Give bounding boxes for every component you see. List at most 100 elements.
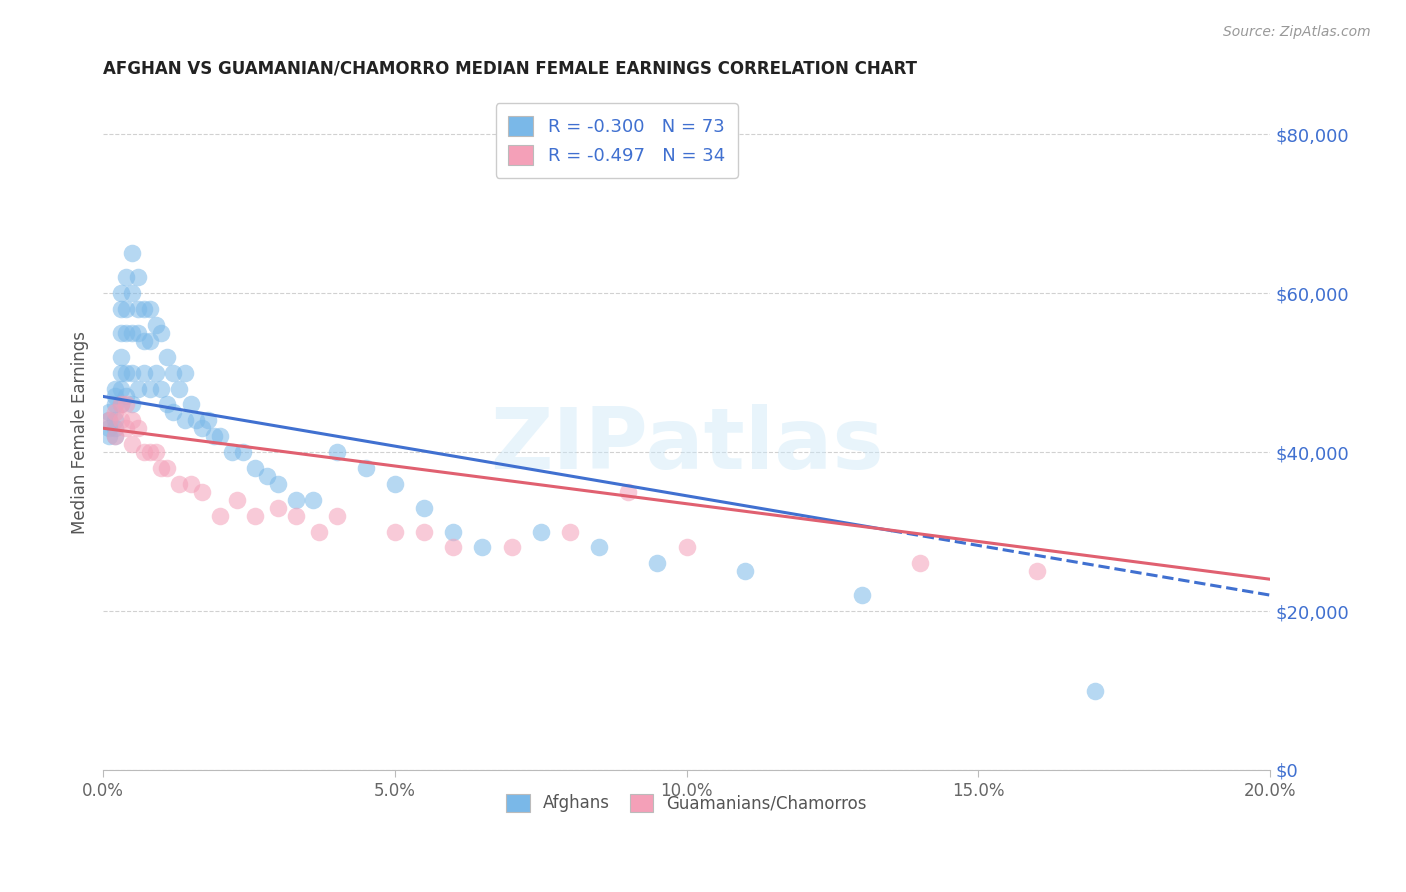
Point: [121, 413, 143, 427]
Point: [145, 318, 167, 332]
Point: [197, 413, 219, 427]
Point: [115, 389, 138, 403]
Point: [110, 397, 132, 411]
Text: ZIPatlas: ZIPatlas: [489, 404, 883, 487]
Point: [267, 476, 290, 491]
Point: [226, 492, 249, 507]
Point: [675, 541, 697, 555]
Point: [104, 429, 127, 443]
Point: [121, 437, 143, 451]
Point: [186, 413, 208, 427]
Point: [110, 350, 132, 364]
Point: [162, 366, 184, 380]
Point: [232, 445, 254, 459]
Point: [104, 429, 127, 443]
Point: [127, 326, 149, 340]
Point: [97, 429, 120, 443]
Point: [156, 461, 179, 475]
Point: [558, 524, 581, 539]
Point: [110, 397, 132, 411]
Point: [110, 301, 132, 316]
Point: [208, 429, 231, 443]
Point: [441, 541, 464, 555]
Point: [530, 524, 553, 539]
Point: [1025, 564, 1047, 578]
Point: [139, 334, 162, 348]
Point: [180, 476, 202, 491]
Point: [121, 246, 143, 260]
Point: [256, 469, 278, 483]
Point: [156, 397, 179, 411]
Point: [221, 445, 243, 459]
Point: [97, 405, 120, 419]
Point: [413, 500, 436, 515]
Point: [384, 476, 406, 491]
Point: [115, 366, 138, 380]
Point: [127, 421, 149, 435]
Point: [121, 366, 143, 380]
Point: [104, 397, 127, 411]
Point: [202, 429, 225, 443]
Point: [104, 382, 127, 396]
Point: [104, 405, 127, 419]
Point: [104, 413, 127, 427]
Point: [115, 301, 138, 316]
Point: [104, 389, 127, 403]
Y-axis label: Median Female Earnings: Median Female Earnings: [72, 331, 89, 533]
Legend: Afghans, Guamanians/Chamorros: Afghans, Guamanians/Chamorros: [496, 784, 877, 822]
Point: [115, 270, 138, 285]
Point: [325, 445, 347, 459]
Point: [104, 421, 127, 435]
Point: [115, 421, 138, 435]
Point: [851, 588, 873, 602]
Point: [354, 461, 377, 475]
Point: [110, 286, 132, 301]
Point: [127, 270, 149, 285]
Point: [208, 508, 231, 523]
Point: [132, 366, 155, 380]
Point: [267, 500, 290, 515]
Point: [132, 334, 155, 348]
Point: [139, 382, 162, 396]
Point: [110, 366, 132, 380]
Point: [132, 301, 155, 316]
Text: Source: ZipAtlas.com: Source: ZipAtlas.com: [1223, 25, 1371, 39]
Point: [1084, 683, 1107, 698]
Point: [243, 508, 266, 523]
Point: [97, 413, 120, 427]
Point: [501, 541, 523, 555]
Point: [734, 564, 756, 578]
Point: [302, 492, 325, 507]
Point: [908, 557, 931, 571]
Point: [97, 421, 120, 435]
Point: [162, 405, 184, 419]
Point: [384, 524, 406, 539]
Point: [150, 382, 173, 396]
Point: [110, 413, 132, 427]
Point: [167, 476, 190, 491]
Point: [173, 413, 195, 427]
Point: [145, 445, 167, 459]
Point: [150, 326, 173, 340]
Point: [243, 461, 266, 475]
Point: [110, 326, 132, 340]
Point: [173, 366, 195, 380]
Point: [180, 397, 202, 411]
Point: [647, 557, 669, 571]
Point: [156, 350, 179, 364]
Point: [121, 397, 143, 411]
Point: [97, 413, 120, 427]
Point: [121, 326, 143, 340]
Point: [127, 301, 149, 316]
Point: [115, 326, 138, 340]
Point: [325, 508, 347, 523]
Point: [139, 301, 162, 316]
Point: [191, 421, 214, 435]
Point: [167, 382, 190, 396]
Point: [115, 397, 138, 411]
Point: [127, 382, 149, 396]
Point: [132, 445, 155, 459]
Point: [121, 286, 143, 301]
Point: [110, 382, 132, 396]
Point: [441, 524, 464, 539]
